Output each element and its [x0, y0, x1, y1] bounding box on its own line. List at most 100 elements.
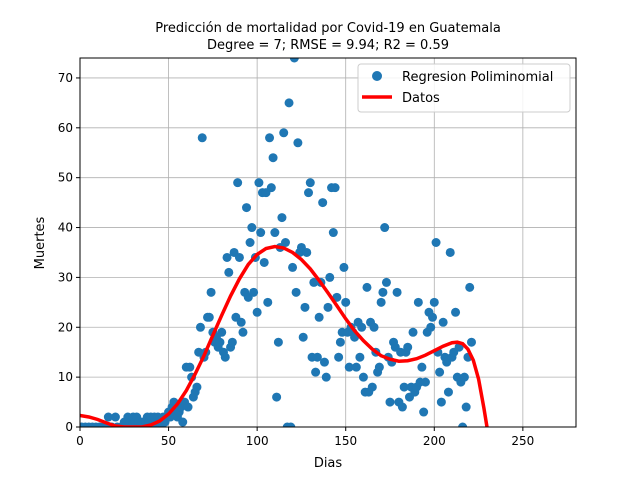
data-point [319, 357, 329, 367]
legend-label-line: Datos [402, 91, 440, 106]
data-point [183, 402, 193, 412]
data-point [288, 262, 298, 272]
x-tick-label: 100 [246, 434, 269, 448]
data-point [403, 342, 413, 352]
data-point [280, 238, 290, 247]
data-point [459, 372, 469, 382]
data-point [291, 287, 301, 297]
data-point [222, 252, 232, 262]
data-point [103, 412, 113, 422]
y-tick-label: 10 [58, 370, 73, 384]
data-point [374, 362, 384, 372]
data-point [397, 402, 407, 412]
data-point [451, 307, 461, 317]
data-point [465, 282, 475, 292]
data-point [438, 317, 448, 327]
data-point [309, 277, 319, 287]
data-point [341, 297, 351, 307]
x-tick-label: 50 [161, 434, 176, 448]
data-point [380, 223, 390, 233]
data-point [362, 282, 372, 292]
x-tick-label: 200 [423, 434, 446, 448]
data-point [399, 382, 409, 392]
data-point [381, 277, 391, 287]
data-point [192, 382, 202, 392]
data-point [242, 203, 252, 213]
data-point [321, 372, 331, 382]
data-point [369, 322, 379, 332]
data-point [215, 337, 225, 347]
data-point [328, 228, 338, 238]
data-point [259, 257, 269, 267]
y-tick-label: 60 [58, 121, 73, 135]
data-point [335, 337, 345, 347]
data-point [304, 188, 314, 198]
data-point [461, 402, 471, 412]
data-point [408, 327, 418, 337]
data-point [428, 312, 438, 322]
data-point [249, 287, 259, 297]
data-point [436, 397, 446, 407]
data-point [305, 178, 315, 188]
data-point [378, 287, 388, 297]
data-point [357, 322, 367, 332]
x-axis: 0 50 100 150 200 250 [76, 427, 534, 448]
legend-marker-scatter [372, 71, 382, 81]
plot-frame [79, 57, 577, 428]
data-point [266, 183, 276, 193]
x-axis-label: Dias [314, 456, 343, 471]
data-point [272, 392, 282, 402]
legend: Regresion Poliminomial Datos [357, 63, 571, 113]
x-tick-label: 150 [334, 434, 357, 448]
data-point [458, 422, 468, 427]
data-point [311, 367, 321, 377]
data-point [323, 302, 333, 312]
chart-title: Predicción de mortalidad por Covid-19 en… [155, 21, 501, 36]
x-tick-label: 250 [511, 434, 534, 448]
data-point [254, 178, 264, 188]
data-point [256, 228, 266, 238]
y-tick-label: 30 [58, 270, 73, 284]
data-point [273, 337, 283, 347]
plot-area [80, 58, 489, 427]
data-point [385, 397, 395, 407]
data-point [351, 362, 361, 372]
data-point [355, 352, 365, 362]
data-point [197, 133, 207, 143]
data-point [302, 247, 312, 257]
data-point [245, 238, 255, 247]
data-point [238, 327, 248, 337]
data-point [318, 198, 328, 208]
data-point [286, 422, 296, 427]
data-point [312, 352, 322, 362]
data-point [263, 297, 273, 307]
data-point [185, 362, 195, 372]
data-point [334, 352, 344, 362]
data-point [195, 322, 205, 332]
data-point [252, 307, 262, 317]
data-point [279, 128, 289, 138]
data-point [429, 297, 439, 307]
data-point [339, 262, 349, 272]
data-point [325, 272, 335, 282]
data-point [330, 183, 340, 193]
data-point [233, 178, 243, 188]
data-point [178, 417, 188, 427]
legend-box [357, 63, 571, 113]
data-point [445, 247, 455, 257]
data-point [443, 387, 453, 397]
data-point [426, 322, 436, 332]
data-point [314, 312, 324, 322]
data-point [392, 287, 402, 297]
data-point [420, 377, 430, 387]
data-point [204, 312, 214, 322]
y-axis-label: Muertes [33, 216, 48, 269]
data-point [110, 412, 120, 422]
data-point [300, 302, 310, 312]
data-point [435, 367, 445, 377]
data-point [284, 98, 294, 108]
data-point [277, 213, 287, 223]
fit-line [80, 244, 489, 427]
y-tick-label: 50 [58, 171, 73, 185]
data-point [217, 327, 227, 337]
